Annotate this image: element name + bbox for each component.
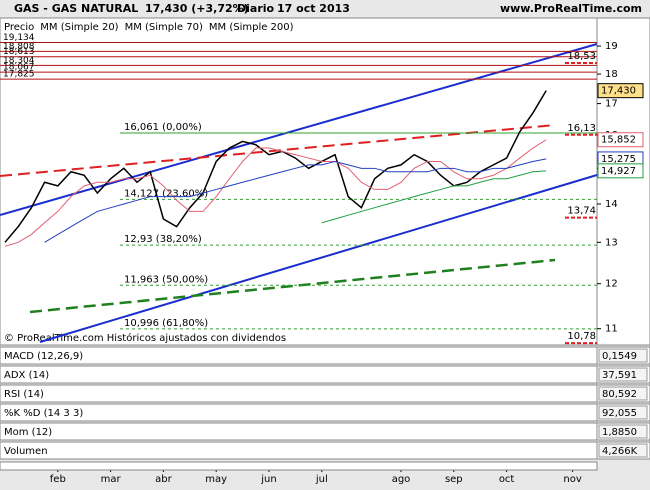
level-label: 18,808 bbox=[3, 42, 35, 52]
x-tick-label: sep bbox=[445, 474, 463, 485]
moving-average bbox=[44, 158, 547, 243]
indicator-value-box bbox=[598, 367, 648, 382]
indicator-value-box bbox=[598, 443, 648, 458]
indicator-value: 1,8850 bbox=[602, 427, 637, 438]
date: 17 oct 2013 bbox=[277, 2, 350, 15]
y-tick-label: 12 bbox=[605, 279, 618, 290]
indicator-value: 0,1549 bbox=[602, 351, 637, 362]
last-value-box bbox=[597, 132, 644, 148]
indicator-value-box bbox=[598, 386, 648, 401]
x-tick-label: oct bbox=[499, 474, 515, 485]
indicator-panel bbox=[0, 403, 598, 422]
marker-label: 10,78 bbox=[567, 331, 596, 342]
y-tick-label: 17 bbox=[605, 99, 618, 110]
level-label: 18,304 bbox=[3, 56, 35, 66]
indicator-value: 80,592 bbox=[602, 389, 637, 400]
last-value-box bbox=[597, 163, 644, 179]
level-label: 18,613 bbox=[3, 47, 35, 57]
indicator-value: 92,055 bbox=[602, 408, 637, 419]
fib-label: 10,996 (61,80%) bbox=[124, 318, 208, 329]
level-label: 19,134 bbox=[3, 33, 35, 43]
indicator-panel bbox=[0, 365, 598, 384]
x-tick-label: abr bbox=[155, 474, 172, 485]
x-tick-label: feb bbox=[50, 474, 66, 485]
price-line bbox=[4, 90, 547, 243]
x-axis bbox=[0, 461, 598, 471]
indicator-name: Mom (12) bbox=[4, 427, 52, 438]
indicator-value: 37,591 bbox=[602, 370, 637, 381]
legend-entry: Precio bbox=[4, 22, 34, 33]
indicator-panel bbox=[0, 441, 598, 460]
price-axis bbox=[596, 17, 650, 346]
moving-average bbox=[321, 170, 547, 224]
indicator-name: ADX (14) bbox=[4, 370, 49, 381]
indicator-value-box bbox=[598, 405, 648, 420]
chart-title: GAS - GAS NATURAL bbox=[14, 2, 138, 15]
y-tick-label: 18 bbox=[605, 69, 618, 80]
marker-label: 16,13 bbox=[567, 123, 596, 134]
marker-label: 13,74 bbox=[567, 206, 596, 217]
indicator-value: 4,266K bbox=[602, 446, 638, 457]
last-value-label: 17,430 bbox=[601, 86, 636, 97]
legend-entry: MM (Simple 200) bbox=[209, 22, 294, 33]
legend-entry: MM (Simple 20) bbox=[40, 22, 118, 33]
legend-entry: MM (Simple 70) bbox=[125, 22, 203, 33]
y-tick-label: 11 bbox=[605, 324, 618, 335]
moving-average bbox=[4, 139, 547, 247]
trend-line bbox=[29, 258, 556, 314]
x-tick-label: jul bbox=[315, 474, 328, 485]
indicator-panel bbox=[0, 422, 598, 441]
indicator-name: Volumen bbox=[4, 446, 48, 457]
fib-label: 12,93 (38,20%) bbox=[124, 234, 202, 245]
fib-label: 11,963 (50,00%) bbox=[124, 274, 208, 285]
site: www.ProRealTime.com bbox=[500, 2, 642, 15]
last-value-label: 14,927 bbox=[601, 166, 636, 177]
level-label: 17,825 bbox=[3, 70, 35, 80]
y-tick-label: 13 bbox=[605, 237, 618, 248]
period: Diario bbox=[237, 2, 275, 15]
note: © ProRealTime.com Históricos ajustados c… bbox=[4, 332, 286, 344]
x-tick-label: mar bbox=[101, 474, 122, 485]
x-tick-label: may bbox=[205, 474, 227, 485]
last-value-label: 15,852 bbox=[601, 135, 636, 146]
indicator-panel bbox=[0, 346, 598, 365]
x-tick-label: ago bbox=[392, 474, 411, 485]
indicator-name: MACD (12,26,9) bbox=[4, 351, 83, 362]
last-value-box bbox=[597, 83, 644, 99]
x-tick-label: nov bbox=[563, 474, 581, 485]
quote: 17,430 (+3,72%) bbox=[145, 2, 249, 15]
y-tick-label: 14 bbox=[605, 199, 618, 210]
trend-line bbox=[39, 174, 598, 343]
last-value-label: 15,275 bbox=[601, 154, 636, 165]
level-label: 18,067 bbox=[3, 63, 35, 73]
indicator-name: RSI (14) bbox=[4, 389, 44, 400]
indicator-name: %K %D (14 3 3) bbox=[4, 408, 83, 419]
fib-label: 14,127 (23,60%) bbox=[124, 188, 208, 199]
indicator-value-box bbox=[598, 348, 648, 363]
y-tick-label: 19 bbox=[605, 41, 618, 52]
marker-label: 18,53 bbox=[567, 51, 596, 62]
indicator-panel bbox=[0, 384, 598, 403]
x-tick-label: jun bbox=[260, 474, 276, 485]
fib-label: 16,061 (0,00%) bbox=[124, 122, 202, 133]
indicator-value-box bbox=[598, 424, 648, 439]
